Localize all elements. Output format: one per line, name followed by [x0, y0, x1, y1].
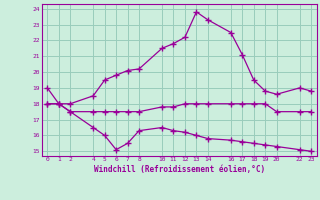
- X-axis label: Windchill (Refroidissement éolien,°C): Windchill (Refroidissement éolien,°C): [94, 165, 265, 174]
